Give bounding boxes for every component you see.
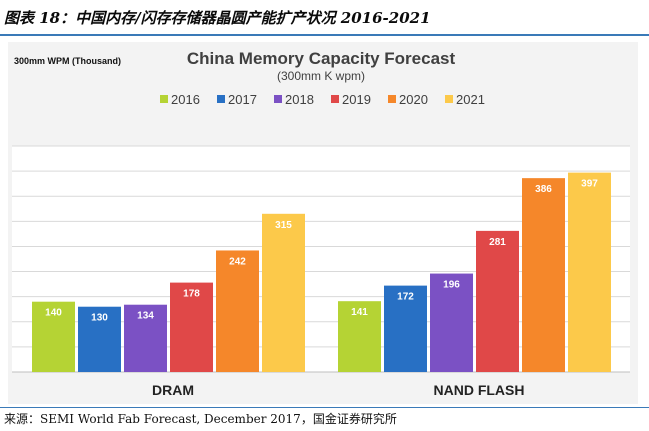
- bar-nand-flash-2020: [522, 178, 565, 372]
- legend-label-2018: 2018: [285, 92, 314, 107]
- legend-label-2019: 2019: [342, 92, 371, 107]
- bars: [32, 172, 611, 372]
- legend-swatch-2017: [217, 95, 225, 103]
- chart-subtitle: (300mm K wpm): [277, 69, 365, 83]
- value-label: 242: [229, 256, 246, 267]
- bar-nand-flash-2019: [476, 230, 519, 372]
- legend-swatch-2019: [331, 95, 339, 103]
- value-label: 134: [137, 311, 154, 322]
- bar-dram-2018: [124, 304, 167, 372]
- value-label: 281: [489, 237, 506, 248]
- source-note: 来源：SEMI World Fab Forecast, December 201…: [4, 412, 397, 426]
- y-axis-label: 300mm WPM (Thousand): [14, 56, 121, 66]
- category-band: [12, 373, 630, 402]
- bar-dram-2020: [216, 250, 259, 372]
- bar-nand-flash-2017: [384, 285, 427, 372]
- value-label: 397: [581, 179, 598, 190]
- value-label: 315: [275, 220, 292, 231]
- value-label: 130: [91, 313, 108, 324]
- value-label: 172: [397, 292, 414, 303]
- legend-swatch-2021: [445, 95, 453, 103]
- bar-dram-2019: [170, 282, 213, 372]
- legend-swatch-2016: [160, 95, 168, 103]
- legend-label-2016: 2016: [171, 92, 200, 107]
- figure-caption: 图表 18：中国内存/闪存存储器晶圆产能扩产状况 2016-2021: [4, 9, 431, 27]
- legend-label-2017: 2017: [228, 92, 257, 107]
- bar-nand-flash-2021: [568, 172, 611, 372]
- bar-nand-flash-2016: [338, 301, 381, 372]
- bar-nand-flash-2018: [430, 273, 473, 372]
- value-label: 140: [45, 308, 62, 319]
- value-label: 386: [535, 184, 552, 195]
- legend-label-2021: 2021: [456, 92, 485, 107]
- value-labels: 140 130 134 178 242 315 141 172 196 281 386 397: [45, 179, 598, 324]
- category-label-dram: DRAM: [152, 382, 194, 398]
- value-label: 141: [351, 307, 368, 318]
- chart: 300mm WPM (Thousand) China Memory Capaci…: [8, 42, 638, 404]
- legend-swatch-2020: [388, 95, 396, 103]
- legend-swatch-2018: [274, 95, 282, 103]
- bar-dram-2016: [32, 301, 75, 372]
- caption-rule: [0, 34, 649, 36]
- category-label-nand-flash: NAND FLASH: [434, 382, 525, 398]
- chart-title: China Memory Capacity Forecast: [187, 49, 456, 68]
- source-rule: [0, 407, 649, 408]
- value-label: 178: [183, 289, 200, 300]
- bar-dram-2017: [78, 306, 121, 372]
- legend-label-2020: 2020: [399, 92, 428, 107]
- value-label: 196: [443, 280, 460, 291]
- legend: 2016 2017 2018 2019 2020 2021: [160, 92, 485, 107]
- bar-dram-2021: [262, 213, 305, 372]
